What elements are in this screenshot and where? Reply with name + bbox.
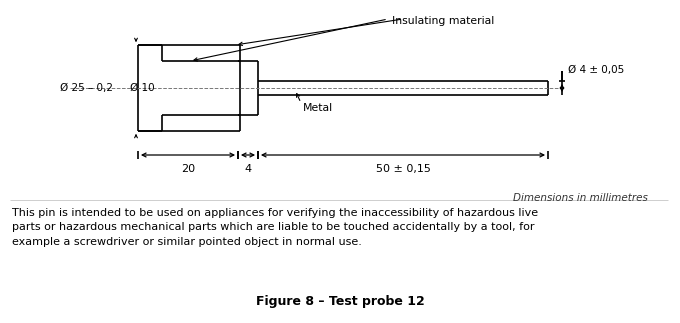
- Text: Ø 25 – 0,2: Ø 25 – 0,2: [60, 83, 113, 93]
- Text: Ø 4 ± 0,05: Ø 4 ± 0,05: [568, 65, 624, 75]
- Text: Insulating material: Insulating material: [392, 16, 494, 26]
- Text: 50 ± 0,15: 50 ± 0,15: [375, 164, 430, 174]
- Text: 4: 4: [244, 164, 252, 174]
- Text: Ø 10: Ø 10: [130, 83, 154, 93]
- Text: Metal: Metal: [303, 103, 333, 113]
- Text: Dimensions in millimetres: Dimensions in millimetres: [513, 193, 648, 203]
- Text: 20: 20: [181, 164, 195, 174]
- Text: This pin is intended to be used on appliances for verifying the inaccessibility : This pin is intended to be used on appli…: [12, 208, 538, 247]
- Text: Figure 8 – Test probe 12: Figure 8 – Test probe 12: [256, 295, 424, 308]
